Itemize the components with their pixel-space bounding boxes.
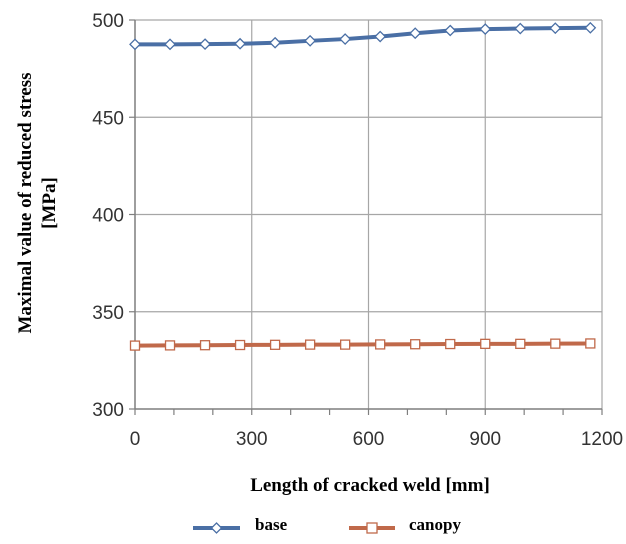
canopy-point (480, 338, 491, 349)
grid-layer (135, 19, 603, 409)
y-axis-title-line-1: Maximal value of reduced stress (15, 72, 36, 333)
legend-marker (366, 522, 378, 534)
base-point (129, 38, 141, 51)
canopy-point (234, 339, 246, 351)
legend-label: base (255, 515, 288, 534)
legend-label: canopy (409, 515, 461, 534)
canopy-point (269, 339, 281, 350)
x-axis-title: Length of cracked weld [mm] (250, 475, 490, 496)
canopy-point (339, 339, 351, 350)
y-tick-label: 300 (92, 400, 124, 421)
base-point (269, 36, 282, 49)
canopy-point (410, 339, 421, 350)
y-tick-label: 450 (92, 108, 124, 129)
canopy-point (304, 339, 316, 350)
y-tick-label: 400 (92, 206, 124, 227)
x-tick-label: 1200 (581, 429, 623, 450)
x-tick-label: 0 (130, 429, 141, 450)
canopy-point (445, 338, 456, 350)
series-layer (129, 21, 597, 351)
x-tick-label: 900 (469, 429, 501, 450)
y-axis-title-line-2: [MPa] (39, 177, 60, 229)
base-point (514, 22, 527, 35)
x-tick-label: 600 (353, 429, 385, 450)
tick-labels: 0 300 600 900 1200 300 350 400 450 500 (92, 11, 623, 450)
base-point (304, 34, 317, 47)
base-point (164, 38, 176, 51)
base-point (444, 24, 457, 37)
base-point (339, 33, 352, 45)
y-tick-label: 500 (92, 11, 124, 32)
base-point (549, 22, 562, 35)
legend-marker (210, 522, 223, 534)
canopy-point (129, 340, 141, 351)
base-point (199, 38, 211, 51)
base-point (374, 30, 387, 43)
x-tick-label: 300 (236, 429, 268, 450)
canopy-point (199, 340, 211, 351)
canopy-point (375, 339, 386, 350)
base-point (234, 37, 246, 50)
canopy-point (515, 338, 526, 349)
y-tick-label: 350 (92, 303, 124, 324)
legend: base canopy (193, 515, 461, 534)
canopy-point (585, 338, 596, 349)
legend-item-base: base (193, 515, 288, 534)
canopy-point (164, 340, 176, 351)
legend-item-canopy: canopy (349, 515, 461, 534)
canopy-point (550, 338, 561, 349)
axis-layer (129, 19, 603, 415)
base-point (584, 21, 597, 34)
canopy-series-line (134, 341, 591, 348)
base-point (409, 27, 422, 40)
base-point (479, 23, 492, 36)
